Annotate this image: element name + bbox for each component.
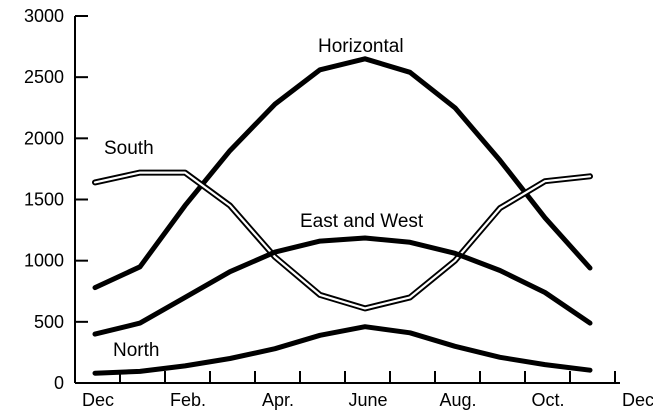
y-tick-label-4: 2000	[24, 128, 64, 148]
series-label-north: North	[113, 340, 159, 361]
y-tick-label-5: 2500	[24, 67, 64, 87]
series-lines	[92, 56, 593, 376]
y-tick-label-2: 1000	[24, 251, 64, 271]
series-label-horizontal: Horizontal	[318, 36, 404, 57]
y-tick-label-3: 1500	[24, 190, 64, 210]
series-label-east-and-west: East and West	[300, 211, 424, 232]
series-line-south-inner	[93, 171, 592, 310]
series-line-north	[92, 324, 593, 376]
series-line-horizontal	[92, 56, 593, 291]
y-tick-label-6: 3000	[24, 6, 64, 26]
series-line-east-and-west	[92, 235, 593, 337]
y-tick-label-1: 500	[34, 312, 64, 332]
x-tick-label-3: June	[348, 390, 387, 410]
x-tick-label-2: Apr.	[262, 390, 294, 410]
x-tick-label-1: Feb.	[170, 390, 206, 410]
y-tick-label-0: 0	[54, 373, 64, 393]
y-ticks: 0 500 1000 1500 2000 2500 3000	[24, 6, 88, 393]
x-tick-label-5: Oct.	[531, 390, 564, 410]
series-label-south: South	[104, 138, 154, 159]
x-ticks: Dec Feb. Apr. June Aug. Oct. Dec	[74, 371, 653, 410]
x-tick-label-0: Dec	[82, 390, 114, 410]
x-tick-label-4: Aug.	[439, 390, 476, 410]
x-tick-label-6: Dec	[622, 390, 653, 410]
series-labels: Horizontal South East and West North	[104, 36, 424, 361]
